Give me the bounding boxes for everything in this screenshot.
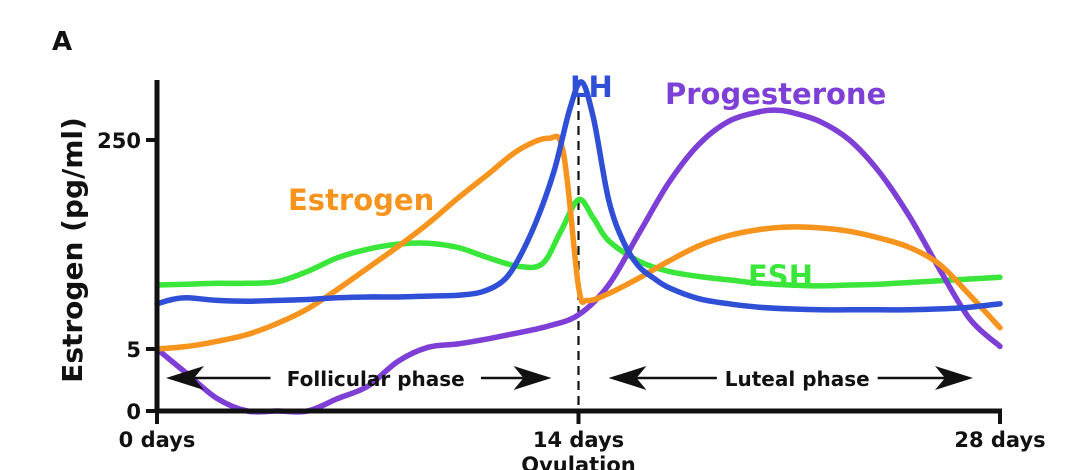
series-label-progesterone: Progesterone <box>665 77 886 111</box>
series-line-estrogen <box>154 133 1003 352</box>
phase-arrowhead-left <box>608 366 647 390</box>
series-line-lh <box>154 79 1003 313</box>
x-tick-label: 28 days <box>954 428 1045 452</box>
y-tick-label: 5 <box>126 338 141 362</box>
y-tick-label: 250 <box>97 129 141 153</box>
series-label-estrogen: Estrogen <box>288 183 434 217</box>
phase-luteal-phase: Luteal phase <box>608 366 973 391</box>
x-tick-label: 0 days <box>119 428 196 452</box>
ticks-group: 0 5 250 0 days 14 days 28 days Ovulation <box>97 129 1045 470</box>
phase-arrowhead-right <box>513 366 552 390</box>
series-label-lh: LH <box>570 70 613 104</box>
y-tick-label: 0 <box>126 400 141 424</box>
phase-arrowhead-left <box>166 366 204 390</box>
phase-arrowhead-right <box>935 366 973 390</box>
phase-label: Follicular phase <box>287 367 465 391</box>
y-axis-label: Estrogen (pg/ml) <box>56 117 89 383</box>
phase-label: Luteal phase <box>725 367 870 391</box>
x-tick-label: 14 days <box>533 428 624 452</box>
panel-label: A <box>52 27 72 57</box>
phase-follicular-phase: Follicular phase <box>166 366 552 391</box>
series-line-fsh <box>154 196 1003 289</box>
series-label-fsh: FSH <box>748 259 813 293</box>
phase-arrows-group: Follicular phase Luteal phase <box>166 366 973 391</box>
ovulation-label: Ovulation <box>521 453 635 470</box>
series-labels-group: Estrogen LH FSH Progesterone <box>288 70 886 293</box>
